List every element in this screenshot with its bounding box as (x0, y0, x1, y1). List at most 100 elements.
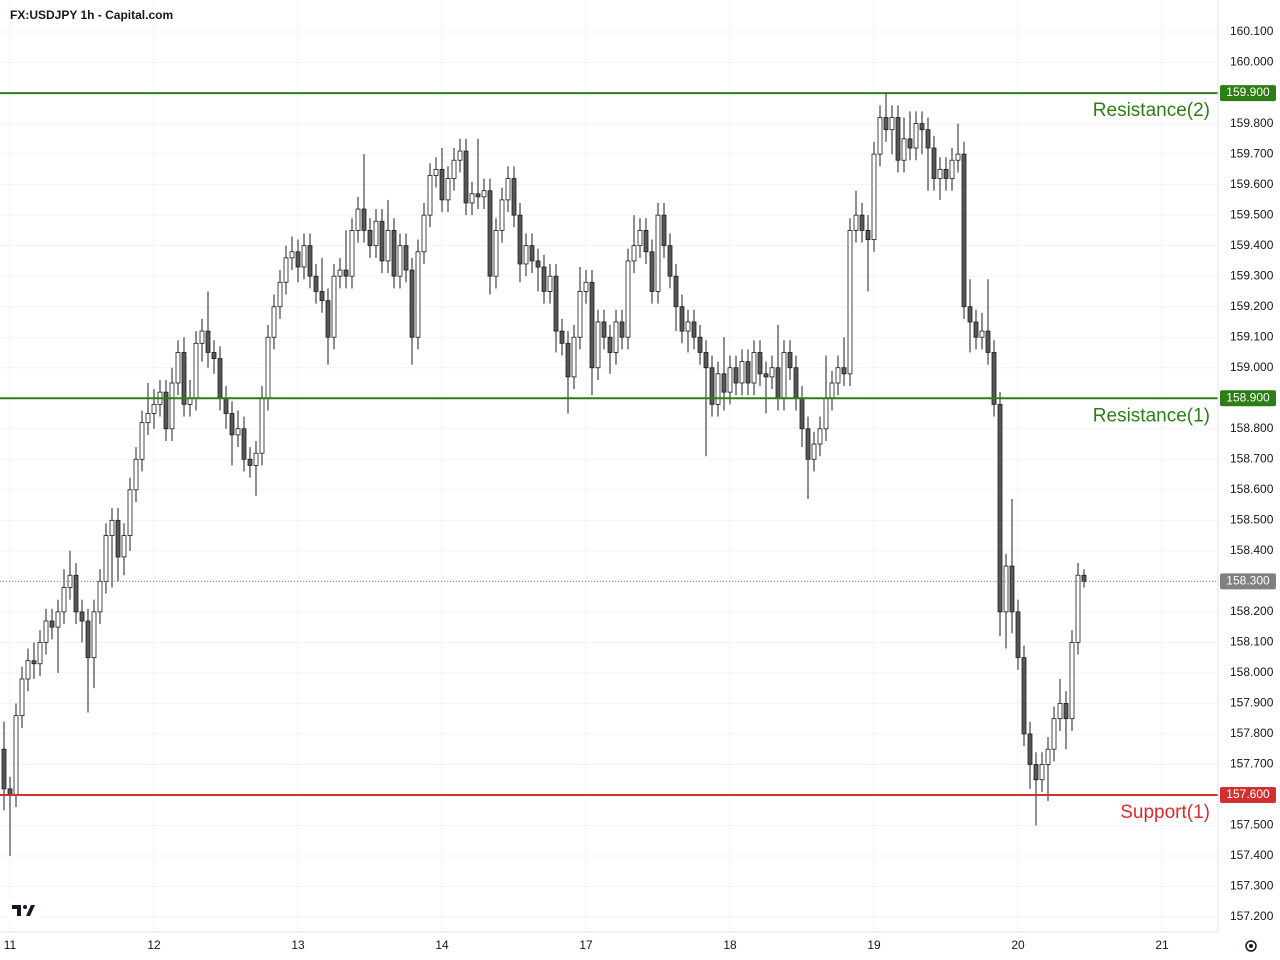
candle-body (619, 321, 625, 338)
candle-body (427, 175, 433, 216)
candle-body (721, 373, 727, 393)
x-tick-label: 19 (867, 938, 881, 952)
y-tick-label: 157.700 (1230, 757, 1274, 771)
level-tag (1220, 390, 1276, 407)
candle-body (547, 275, 553, 292)
candle-body (535, 260, 541, 268)
plot: Resistance(2) Resistance(1) Support(1) (0, 92, 1218, 857)
candle-body (787, 352, 793, 369)
candle-body (631, 245, 637, 262)
y-tick-label: 157.900 (1230, 696, 1274, 710)
candle-body (907, 138, 913, 149)
candle-body (961, 153, 967, 308)
candle-body (817, 428, 823, 445)
candle-body (151, 403, 157, 414)
y-tick-label: 159.800 (1230, 116, 1274, 130)
candle-body (979, 330, 985, 338)
candle-body (121, 535, 127, 558)
candle-body (223, 397, 229, 414)
settings-icon[interactable] (1245, 940, 1257, 952)
candle-body (169, 382, 175, 430)
candle-body (397, 245, 403, 277)
candle-body (253, 452, 259, 466)
candle-body (835, 367, 841, 384)
y-tick-label: 159.000 (1230, 360, 1274, 374)
candle-body (553, 275, 559, 332)
candle-body (805, 428, 811, 460)
candle-body (871, 153, 877, 240)
y-tick-label: 157.800 (1230, 726, 1274, 740)
candle-body (745, 361, 751, 384)
candle-body (559, 330, 565, 344)
candle-body (769, 367, 775, 378)
candle-body (613, 321, 619, 353)
candle-body (931, 147, 937, 179)
candle-body (139, 422, 145, 460)
y-tick-label: 159.700 (1230, 146, 1274, 160)
candle-body (367, 230, 373, 247)
candle-body (643, 230, 649, 253)
candle-body (715, 373, 721, 405)
candle-body (697, 336, 703, 353)
candle-body (133, 458, 139, 491)
candle-body (73, 574, 79, 613)
candle-body (259, 397, 265, 454)
candle-body (277, 281, 283, 308)
candle-body (205, 330, 211, 353)
candle-body (331, 275, 337, 338)
candle-body (1021, 657, 1027, 735)
candle-body (487, 190, 493, 277)
candle-body (469, 193, 475, 204)
chart-title: FX:USDJPY 1h - Capital.com (10, 8, 173, 22)
candle-body (415, 251, 421, 338)
y-tick-label: 160.000 (1230, 55, 1274, 69)
candle-body (1033, 764, 1039, 781)
level-name: Resistance(1) (1093, 405, 1210, 426)
candle-body (703, 352, 709, 369)
level-tag-label: 158.900 (1226, 390, 1270, 404)
candle-body (175, 352, 181, 384)
candle-body (445, 178, 451, 201)
candle-body (973, 321, 979, 338)
candle-body (679, 306, 685, 332)
x-tick-label: 14 (435, 938, 449, 952)
candle-body (967, 306, 973, 323)
y-tick-label: 159.200 (1230, 299, 1274, 313)
level-tag (1220, 85, 1276, 102)
candle-body (379, 220, 385, 262)
candle-body (589, 281, 595, 369)
axes: 157.200 157.300 157.400 157.500 157.600 157.7… (4, 24, 1276, 952)
candle-body (49, 620, 55, 628)
candle-body (937, 168, 943, 179)
candle-body (847, 230, 853, 375)
y-tick-label: 159.400 (1230, 238, 1274, 252)
candle-body (1075, 574, 1081, 643)
candle-body (13, 715, 19, 796)
candle-body (349, 230, 355, 277)
candle-body (1003, 565, 1009, 613)
candle-body (229, 413, 235, 436)
y-tick-label: 159.600 (1230, 177, 1274, 191)
candle-body (793, 367, 799, 399)
candle-body (949, 159, 955, 179)
candle-body (883, 117, 889, 131)
candle-body (739, 361, 745, 384)
y-tick-label: 157.500 (1230, 818, 1274, 832)
candle-body (325, 300, 331, 338)
candle-body (901, 138, 907, 161)
candle-body (127, 489, 133, 536)
x-tick-label: 20 (1011, 938, 1025, 952)
candle-body (145, 413, 151, 424)
candle-body (865, 230, 871, 240)
candle-body (235, 428, 241, 436)
candle-body (31, 660, 37, 665)
candle-body (265, 336, 271, 399)
candle-body (1027, 733, 1033, 765)
candle-body (385, 230, 391, 262)
candle-body (625, 260, 631, 338)
candle-body (115, 519, 121, 558)
candle-body (511, 178, 517, 216)
candle-body (1081, 574, 1087, 582)
candle-body (319, 291, 325, 301)
